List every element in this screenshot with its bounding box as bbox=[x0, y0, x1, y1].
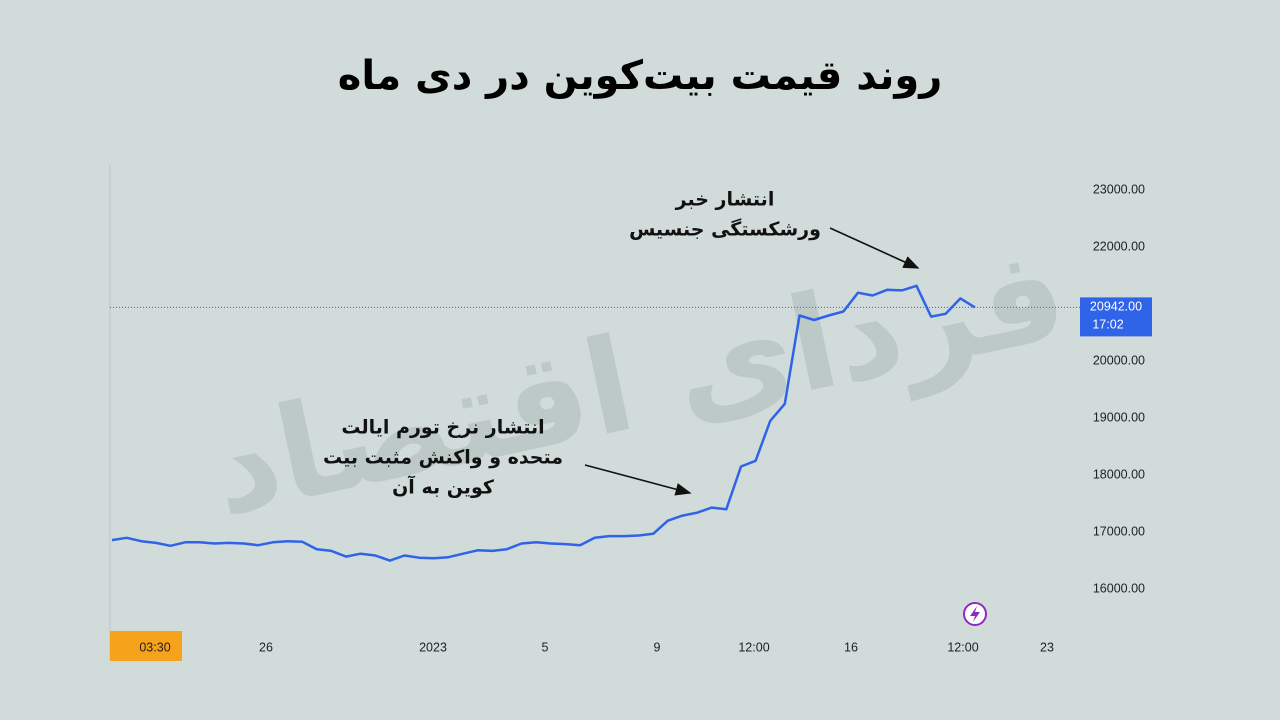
annotation: متحده و واکنش مثبت بیت bbox=[323, 447, 563, 469]
price-box bbox=[1080, 297, 1152, 337]
y-tick-label: 23000.00 bbox=[1093, 182, 1145, 196]
price-time: 17:02 bbox=[1092, 318, 1123, 332]
x-tick-label: 16 bbox=[844, 640, 858, 654]
cursor-box bbox=[110, 631, 182, 661]
icon-bolt bbox=[970, 606, 980, 622]
y-tick-label: 19000.00 bbox=[1093, 410, 1145, 424]
x-tick-label: 12:00 bbox=[738, 640, 769, 654]
x-tick-label: 2023 bbox=[419, 640, 447, 654]
annotation: ورشکستگی جنسیس bbox=[629, 218, 821, 241]
annotation: انتشار خبر bbox=[675, 189, 775, 211]
x-tick-label: 5 bbox=[542, 640, 549, 654]
price-label: 20942.00 bbox=[1090, 300, 1142, 314]
y-tick-label: 18000.00 bbox=[1093, 467, 1145, 481]
x-tick-label: 23 bbox=[1040, 640, 1054, 654]
x-tick-label: 12:00 bbox=[947, 640, 978, 654]
y-tick-label: 17000.00 bbox=[1093, 524, 1145, 538]
price-line-series bbox=[111, 284, 976, 562]
y-tick-label: 16000.00 bbox=[1093, 581, 1145, 595]
chart-title: روند قیمت بیت‌کوین در دی ماه bbox=[338, 53, 943, 99]
annotation: کوین به آن bbox=[392, 475, 495, 499]
y-tick-label: 22000.00 bbox=[1093, 239, 1145, 253]
annotation-arrow bbox=[829, 227, 920, 269]
x-tick-label: 9 bbox=[654, 640, 661, 654]
y-tick-label: 20000.00 bbox=[1093, 353, 1145, 367]
cursor-label: 03:30 bbox=[139, 640, 170, 654]
x-tick-label: 26 bbox=[259, 640, 273, 654]
annotation: انتشار نرخ تورم ایالت bbox=[341, 417, 544, 439]
annotation-arrow bbox=[584, 464, 692, 496]
